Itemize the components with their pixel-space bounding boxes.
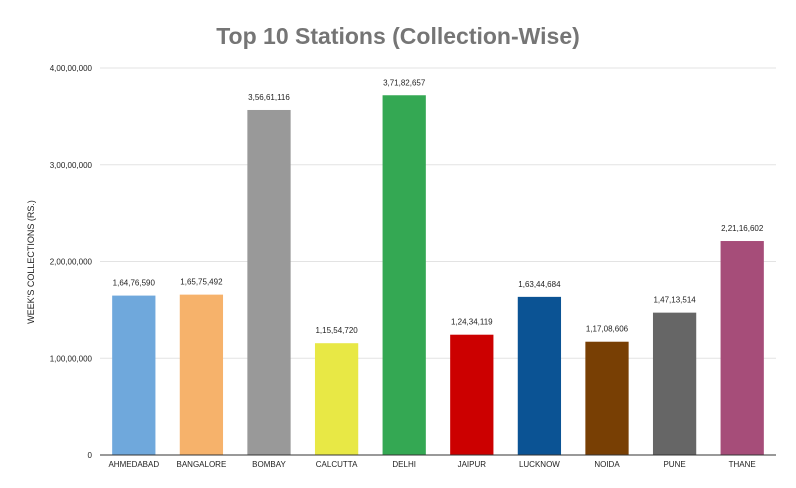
bar-calcutta [314,343,359,455]
data-label-thane: 2,21,16,602 [721,224,764,233]
data-label-lucknow: 1,63,44,684 [518,280,561,289]
y-tick-label: 2,00,00,000 [50,258,93,267]
x-tick-label-thane: THANE [729,460,756,469]
data-label-pune: 1,47,13,514 [653,296,696,305]
bar-bangalore [179,294,224,455]
data-labels: 1,64,76,590 1,65,75,492 3,56,61,116 1,15,54… [113,78,764,335]
x-tick-label-ahmedabad: AHMEDABAD [108,460,159,469]
bars [112,95,764,456]
y-tick-label: 0 [88,451,93,460]
y-tick-label: 1,00,00,000 [50,354,93,363]
bar-ahmedabad [112,295,156,455]
bar-delhi [382,95,426,455]
data-label-jaipur: 1,24,34,119 [451,318,493,327]
y-tick-label: 3,00,00,000 [50,161,93,170]
x-tick-label-pune: PUNE [663,460,685,469]
data-label-delhi: 3,71,82,657 [383,78,426,87]
x-axis-ticks: AHMEDABAD BANGALORE BOMBAY CALCUTTA DELHI JAI… [108,460,755,469]
bar-pune [652,312,697,455]
y-axis-ticks: 0 1,00,00,000 2,00,00,000 3,00,00,000 4,00,0… [50,64,93,460]
data-label-noida: 1,17,08,606 [586,325,629,334]
bar-noida [585,341,629,455]
y-tick-label: 4,00,00,000 [50,64,93,73]
x-tick-label-lucknow: LUCKNOW [519,460,560,469]
data-label-bangalore: 1,65,75,492 [180,278,223,287]
x-tick-label-noida: NOIDA [594,460,620,469]
x-tick-label-jaipur: JAIPUR [458,460,487,469]
data-label-bombay: 3,56,61,116 [248,93,290,102]
data-label-ahmedabad: 1,64,76,590 [113,279,156,288]
x-tick-label-bangalore: BANGALORE [177,460,227,469]
bar-thane [720,241,764,455]
x-tick-label-calcutta: CALCUTTA [316,460,358,469]
chart-title: Top 10 Stations (Collection-Wise) [216,23,580,49]
data-label-calcutta: 1,15,54,720 [315,326,358,335]
bar-jaipur [450,334,494,455]
y-axis-title: WEEK'S COLLECTIONS (RS.) [26,200,36,324]
x-tick-label-delhi: DELHI [392,460,416,469]
bar-bombay [247,109,291,456]
x-tick-label-bombay: BOMBAY [252,460,286,469]
bar-lucknow [517,296,562,455]
